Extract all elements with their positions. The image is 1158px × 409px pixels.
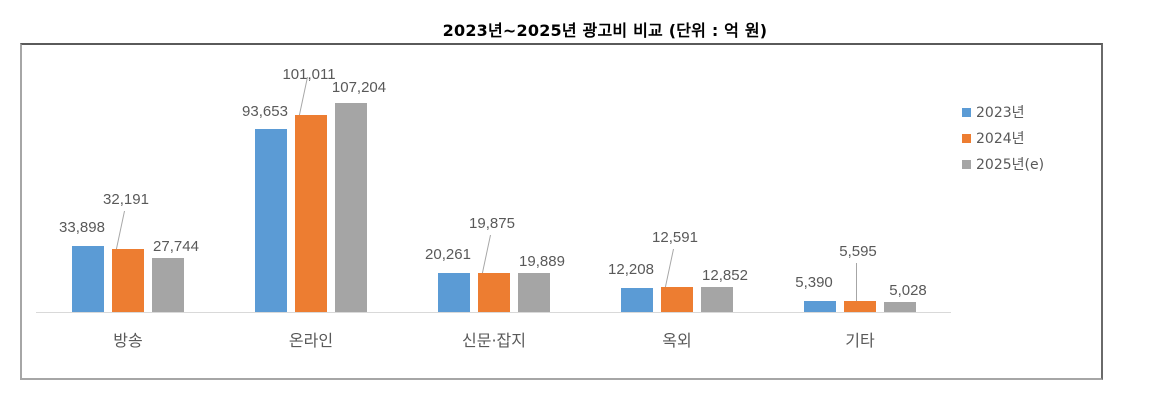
bar-2025년(e) (701, 287, 733, 312)
legend-swatch-icon (962, 133, 971, 143)
category-label: 온라인 (288, 331, 334, 350)
leader-line (115, 211, 125, 249)
data-label: 20,261 (425, 246, 471, 263)
bar-2025년(e) (884, 302, 916, 312)
bar-2023년 (255, 129, 287, 312)
data-label: 12,852 (702, 267, 748, 284)
data-label: 33,898 (59, 219, 105, 236)
bar-2025년(e) (518, 273, 550, 312)
data-label: 32,191 (103, 191, 149, 208)
legend-item-2025e: 2025년(e) (962, 151, 1044, 177)
legend-label: 2024년 (976, 131, 1025, 147)
data-label: 5,390 (795, 274, 833, 291)
leader-line (664, 249, 674, 287)
bar-2025년(e) (335, 103, 367, 312)
data-label: 93,653 (242, 103, 288, 120)
data-label: 101,011 (282, 66, 336, 83)
bar-2024년 (661, 287, 693, 312)
legend-item-2024: 2024년 (962, 125, 1044, 151)
bar-2023년 (804, 301, 836, 312)
leader-line (481, 235, 491, 273)
leader-line (856, 263, 857, 301)
data-label: 107,204 (331, 79, 387, 96)
category-label: 기타 (845, 331, 875, 350)
legend-label: 2025년(e) (976, 157, 1045, 173)
category-label: 신문·잡지 (462, 331, 526, 350)
bar-2024년 (295, 115, 327, 312)
bar-2024년 (844, 301, 876, 312)
legend-item-2023: 2023년 (962, 99, 1044, 125)
data-label: 12,208 (608, 261, 654, 278)
bar-2025년(e) (152, 258, 184, 312)
legend-label: 2023년 (976, 105, 1025, 121)
category-label: 방송 (113, 331, 143, 350)
data-label: 19,889 (519, 253, 565, 270)
chart-title: 2023년~2025년 광고비 비교 (단위 : 억 원) (442, 21, 768, 40)
data-label: 27,744 (153, 238, 199, 255)
legend: 2023년 2024년 2025년(e) (962, 99, 1044, 177)
bar-2023년 (621, 288, 653, 312)
bar-2023년 (438, 273, 470, 312)
bar-2024년 (112, 249, 144, 312)
bar-2023년 (72, 246, 104, 312)
bar-2024년 (478, 273, 510, 312)
data-label: 19,875 (469, 215, 515, 232)
x-axis-line (36, 312, 951, 313)
legend-swatch-icon (962, 107, 971, 117)
legend-swatch-icon (962, 159, 971, 169)
category-label: 옥외 (662, 331, 692, 350)
chart-frame (20, 43, 1103, 380)
data-label: 5,595 (839, 243, 877, 260)
data-label: 12,591 (652, 229, 698, 246)
data-label: 5,028 (889, 282, 927, 299)
